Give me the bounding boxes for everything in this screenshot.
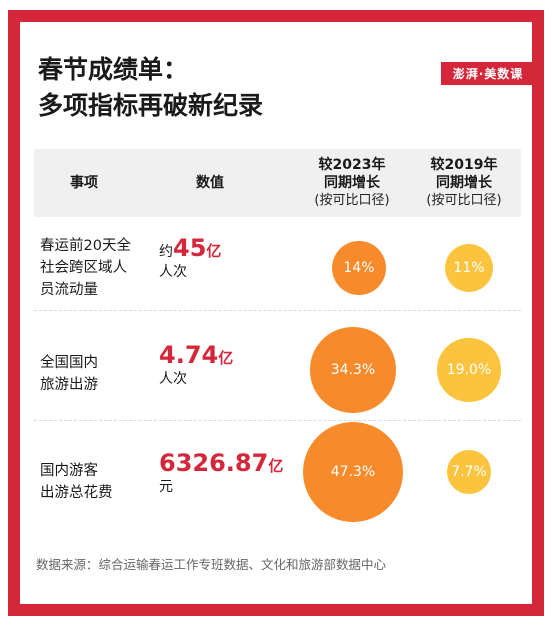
row-3-unit: 亿 [268,457,284,475]
bubble-row2-2023: 34.3% [310,327,396,413]
header-vs2019: 较2019年 同期增长 (按可比口径) [404,156,524,210]
bubble-row2-2023-label: 34.3% [330,361,376,378]
row-2-item-line1: 全国国内 [40,355,98,371]
row-3-number: 6326.87 [159,449,269,477]
header-vs2023-line2: 同期增长 [324,175,380,191]
row-2-value: 4.74亿 人次 [159,343,234,389]
row-3-item-line1: 国内游客 [40,463,98,479]
header-vs2023-note: (按可比口径) [314,193,390,208]
header-vs2023: 较2023年 同期增长 (按可比口径) [292,156,412,210]
row-2-unit2: 人次 [159,371,187,387]
bubble-row3-2023-label: 47.3% [330,464,376,480]
bubble-row3-2019-label: 7.7% [451,464,487,480]
row-1-number: 45 [173,234,207,262]
row-divider-2 [34,420,521,421]
bubble-row3-2019: 7.7% [447,450,491,494]
row-3-item: 国内游客 出游总花费 [40,460,113,504]
title-line-1: 春节成绩单： [38,55,189,84]
row-2-unit: 亿 [218,349,234,367]
header-item: 事项 [70,175,98,191]
row-2-item-line2: 旅游出游 [40,377,98,393]
row-3-unit2: 元 [159,479,173,495]
row-1-unit2: 人次 [159,264,187,280]
poster-card [20,22,532,604]
bubble-row1-2019-label: 11% [453,259,485,276]
row-1-value: 约45亿 人次 [159,236,222,282]
bubble-row2-2019: 19.0% [437,338,501,402]
row-1-item: 春运前20天全 社会跨区域人 员流动量 [40,235,131,301]
header-vs2019-note: (按可比口径) [426,193,502,208]
header-vs2019-line1: 较2019年 [430,157,498,173]
row-3-item-line2: 出游总花费 [40,485,113,501]
header-vs2023-line1: 较2023年 [318,157,386,173]
bubble-row1-2023: 14% [331,240,387,296]
row-1-prefix: 约 [159,244,173,260]
poster-title: 春节成绩单： 多项指标再破新纪录 [38,52,263,124]
row-3-value: 6326.87亿 元 [159,451,284,497]
table-header [34,149,521,217]
row-1-item-line2: 社会跨区域人 [40,260,127,276]
row-1-item-line3: 员流动量 [40,282,98,298]
brand-logo: 澎湃·美数课 [441,62,535,85]
bubble-row2-2019-label: 19.0% [446,361,492,378]
row-divider-1 [34,310,521,311]
bubble-row3-2023: 47.3% [303,422,403,522]
bubble-row1-2019: 11% [444,243,494,293]
row-1-item-line1: 春运前20天全 [40,238,131,254]
header-vs2019-line2: 同期增长 [436,175,492,191]
header-value: 数值 [196,175,224,191]
title-line-2: 多项指标再破新纪录 [38,91,264,120]
bubble-row1-2023-label: 14% [343,259,375,276]
row-2-number: 4.74 [159,341,219,369]
row-1-unit: 亿 [206,242,222,260]
row-2-item: 全国国内 旅游出游 [40,352,98,396]
data-source-note: 数据来源：综合运输春运工作专班数据、文化和旅游部数据中心 [36,557,387,572]
